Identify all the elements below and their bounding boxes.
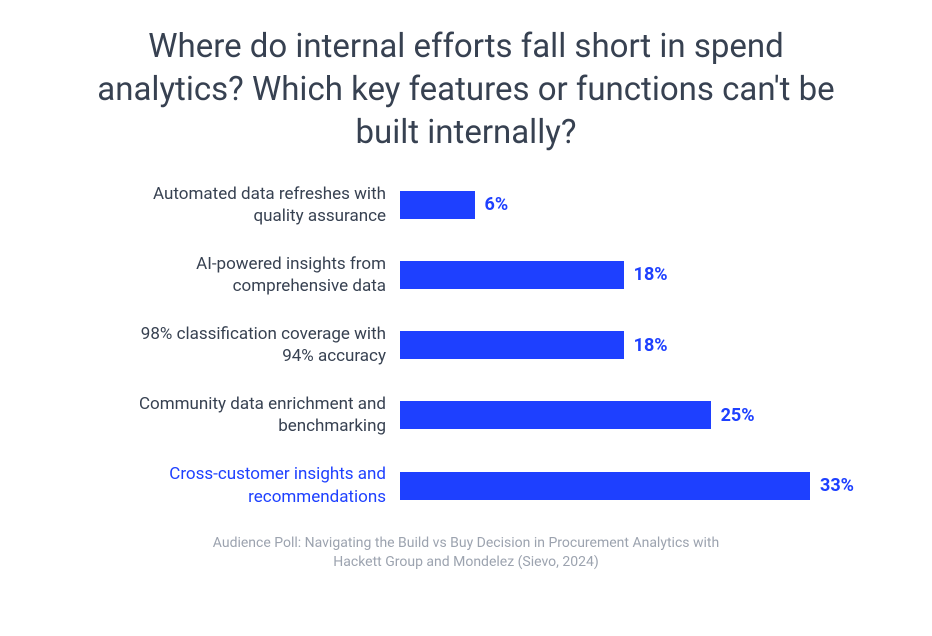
chart-row: AI-powered insights from comprehensive d… (110, 253, 822, 297)
bar-label: 98% classification coverage with 94% acc… (110, 323, 400, 367)
bar (400, 401, 711, 429)
bar-value: 18% (634, 264, 668, 285)
chart-footnote: Audience Poll: Navigating the Build vs B… (196, 534, 736, 573)
bar (400, 472, 810, 500)
bar-value: 25% (721, 405, 755, 426)
bar-wrap: 25% (400, 401, 822, 429)
chart-row: 98% classification coverage with 94% acc… (110, 323, 822, 367)
bar-label-highlight: Cross-customer insights and recommendati… (110, 463, 400, 507)
bar-wrap: 18% (400, 261, 822, 289)
bar (400, 191, 475, 219)
chart-row: Automated data refreshes with quality as… (110, 183, 822, 227)
bar (400, 331, 624, 359)
bar-label: AI-powered insights from comprehensive d… (110, 253, 400, 297)
bar-wrap: 18% (400, 331, 822, 359)
chart-title: Where do internal efforts fall short in … (86, 26, 846, 155)
bar-value: 6% (485, 194, 509, 215)
bar-label: Community data enrichment and benchmarki… (110, 393, 400, 437)
bar (400, 261, 624, 289)
chart-row: Community data enrichment and benchmarki… (110, 393, 822, 437)
bar-wrap: 6% (400, 191, 822, 219)
bar-value: 18% (634, 335, 668, 356)
bar-chart: Automated data refreshes with quality as… (40, 183, 892, 508)
bar-value: 33% (820, 475, 854, 496)
bar-label: Automated data refreshes with quality as… (110, 183, 400, 227)
chart-row: Cross-customer insights and recommendati… (110, 463, 822, 507)
bar-wrap: 33% (400, 472, 854, 500)
